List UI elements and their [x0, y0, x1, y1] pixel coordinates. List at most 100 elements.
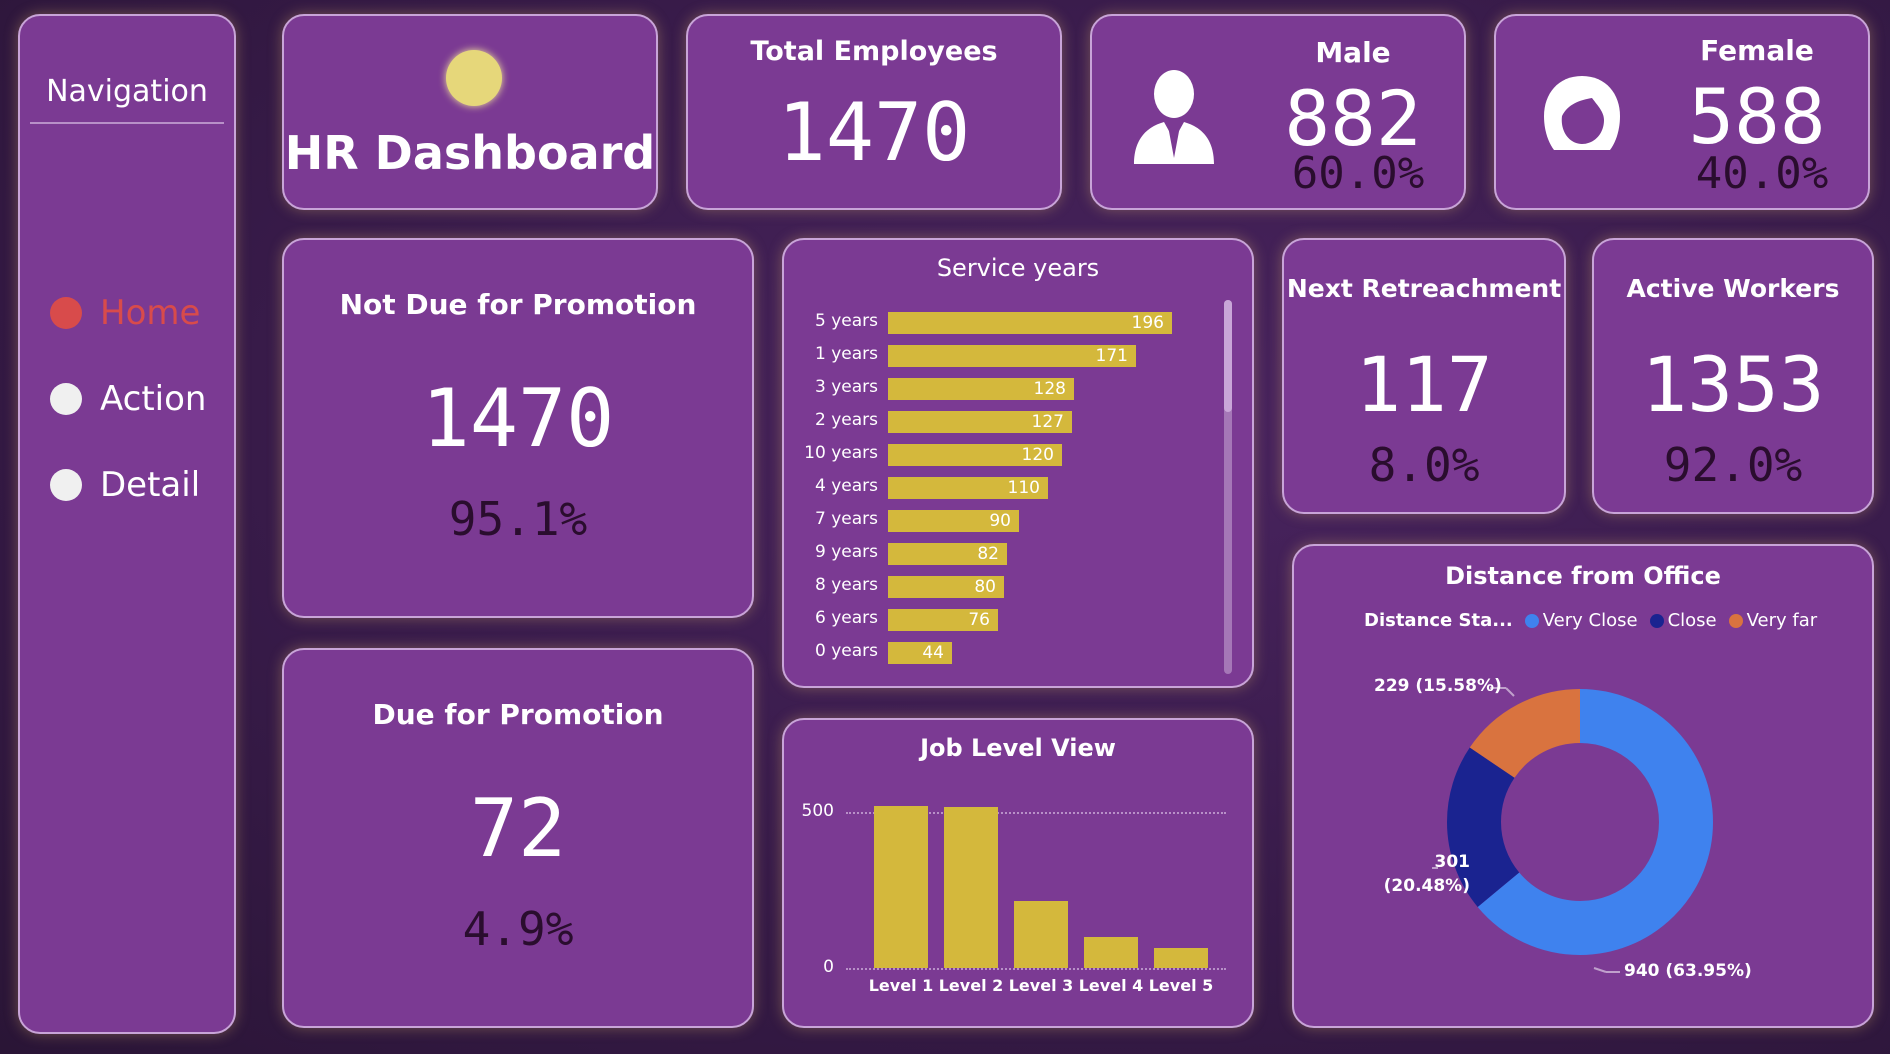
service-years-data-label: 127: [1031, 412, 1064, 432]
job-level-chart: 500 0 Level 1 Level 2 Level 3 Level 4 Level 5: [784, 720, 1252, 1026]
job-level-bar[interactable]: [1014, 901, 1068, 968]
donut-slice-very-far[interactable]: [1447, 689, 1713, 955]
service-years-bar[interactable]: [888, 444, 1062, 466]
service-years-data-label: 110: [1007, 478, 1040, 498]
job-level-category-label: Level 5: [1148, 976, 1214, 995]
job-level-category-label: Level 3: [1008, 976, 1074, 995]
navigation-panel: Navigation Home Action Detail: [18, 14, 236, 1034]
male-percent: 60.0%: [1291, 148, 1425, 199]
male-card: Male 882 60.0%: [1090, 14, 1466, 210]
service-years-bar[interactable]: [888, 609, 998, 631]
donut-label-very-far: 229 (15.58%): [1374, 676, 1502, 696]
service-years-scrollbar[interactable]: [1224, 300, 1232, 674]
sun-icon: [446, 50, 502, 106]
service-years-bar[interactable]: [888, 576, 1004, 598]
due-promotion-card: Due for Promotion 72 4.9%: [282, 648, 754, 1028]
service-years-bar[interactable]: [888, 642, 952, 664]
donut-label-very-close: 940 (63.95%): [1624, 961, 1752, 981]
service-years-bar[interactable]: [888, 543, 1007, 565]
service-years-title: Service years: [936, 254, 1100, 282]
legend-swatch-very-far: [1728, 613, 1743, 628]
job-level-bar[interactable]: [1084, 937, 1138, 968]
next-retreachment-value: 117: [1355, 340, 1493, 429]
service-years-category-label: 8 years: [814, 575, 878, 595]
service-years-scroll-thumb[interactable]: [1224, 300, 1232, 412]
service-years-category-label: 1 years: [814, 344, 878, 364]
service-years-category-label: 6 years: [814, 608, 878, 628]
active-workers-card: Active Workers 1353 92.0%: [1592, 238, 1874, 514]
donut-label-close-count: 301: [1434, 852, 1471, 872]
service-years-data-label: 128: [1033, 379, 1066, 399]
service-years-data-label: 80: [974, 577, 996, 597]
female-value: 588: [1688, 72, 1826, 161]
donut-slice-close[interactable]: [1447, 689, 1713, 955]
total-employees-card: Total Employees 1470: [686, 14, 1062, 210]
job-level-category-label: Level 2: [938, 976, 1004, 995]
service-years-data-label: 120: [1021, 445, 1054, 465]
male-value: 882: [1284, 74, 1422, 163]
job-level-gridline: [846, 812, 1226, 814]
active-workers-value: 1353: [1641, 340, 1825, 429]
service-years-bar[interactable]: [888, 345, 1136, 367]
job-level-axis-tick: 500: [801, 801, 834, 821]
leader-line-very-far-b: [1505, 687, 1515, 697]
service-years-data-label: 76: [968, 610, 990, 630]
nav-item-detail[interactable]: Detail: [50, 462, 200, 508]
distance-legend: Distance Sta... Very Close Close Very fa…: [1364, 610, 1817, 631]
service-years-bar[interactable]: [888, 510, 1019, 532]
male-title: Male: [1315, 36, 1391, 69]
female-card: Female 588 40.0%: [1494, 14, 1870, 210]
female-title: Female: [1700, 34, 1814, 67]
service-years-category-label: 9 years: [814, 542, 878, 562]
service-years-category-label: 7 years: [814, 509, 878, 529]
service-years-category-label: 10 years: [804, 443, 878, 463]
female-person-icon: [1544, 76, 1620, 150]
job-level-axis-tick: 0: [823, 957, 834, 977]
next-retreachment-percent: 8.0%: [1368, 438, 1480, 492]
nav-item-label: Home: [100, 293, 201, 333]
service-years-category-label: 3 years: [814, 377, 878, 397]
dashboard-title-card: HR Dashboard: [282, 14, 658, 210]
job-level-title: Job Level View: [920, 734, 1116, 762]
female-percent: 40.0%: [1695, 148, 1829, 199]
not-due-promotion-card: Not Due for Promotion 1470 95.1%: [282, 238, 754, 618]
not-due-promotion-percent: 95.1%: [448, 492, 588, 546]
service-years-category-label: 4 years: [814, 476, 878, 496]
distance-donut-chart: [1432, 687, 1713, 973]
nav-item-label: Action: [100, 379, 207, 419]
not-due-promotion-value: 1470: [421, 372, 615, 465]
legend-label-very-close[interactable]: Very Close: [1542, 610, 1638, 631]
service-years-bar[interactable]: [888, 378, 1074, 400]
job-level-bar[interactable]: [874, 806, 928, 968]
leader-line-very-close: [1593, 967, 1607, 973]
legend-swatch-very-close: [1524, 613, 1539, 628]
job-level-bar[interactable]: [1154, 948, 1208, 968]
job-level-category-label: Level 1: [868, 976, 934, 995]
service-years-data-label: 171: [1095, 346, 1128, 366]
service-years-data-label: 196: [1131, 313, 1164, 333]
service-years-data-label: 90: [989, 511, 1011, 531]
total-employees-title: Total Employees: [750, 36, 998, 67]
navigation-divider: [30, 122, 224, 124]
radio-dot-icon: [50, 469, 82, 501]
service-years-bar[interactable]: [888, 411, 1072, 433]
nav-item-label: Detail: [100, 465, 201, 505]
legend-title: Distance Sta...: [1364, 610, 1513, 631]
job-level-bar[interactable]: [944, 807, 998, 968]
service-years-card: Service years 5 years 196 1 years 171 3 year…: [782, 238, 1254, 688]
service-years-category-label: 0 years: [814, 641, 878, 661]
job-level-gridline: [846, 968, 1226, 970]
navigation-title: Navigation: [46, 74, 208, 109]
service-years-chart: 5 years 196 1 years 171 3 years 128 2 years 127…: [784, 240, 1252, 686]
due-promotion-title: Due for Promotion: [372, 698, 664, 731]
active-workers-percent: 92.0%: [1663, 438, 1803, 492]
legend-label-close[interactable]: Close: [1667, 610, 1717, 631]
service-years-bar[interactable]: [888, 477, 1048, 499]
nav-item-home[interactable]: Home: [50, 290, 200, 336]
job-level-category-label: Level 4: [1078, 976, 1144, 995]
service-years-bar[interactable]: [888, 312, 1172, 334]
legend-label-very-far[interactable]: Very far: [1746, 610, 1818, 631]
job-level-card: Job Level View 500 0 Level 1 Level 2 Level 3…: [782, 718, 1254, 1028]
nav-item-action[interactable]: Action: [50, 376, 206, 422]
due-promotion-value: 72: [469, 782, 567, 875]
